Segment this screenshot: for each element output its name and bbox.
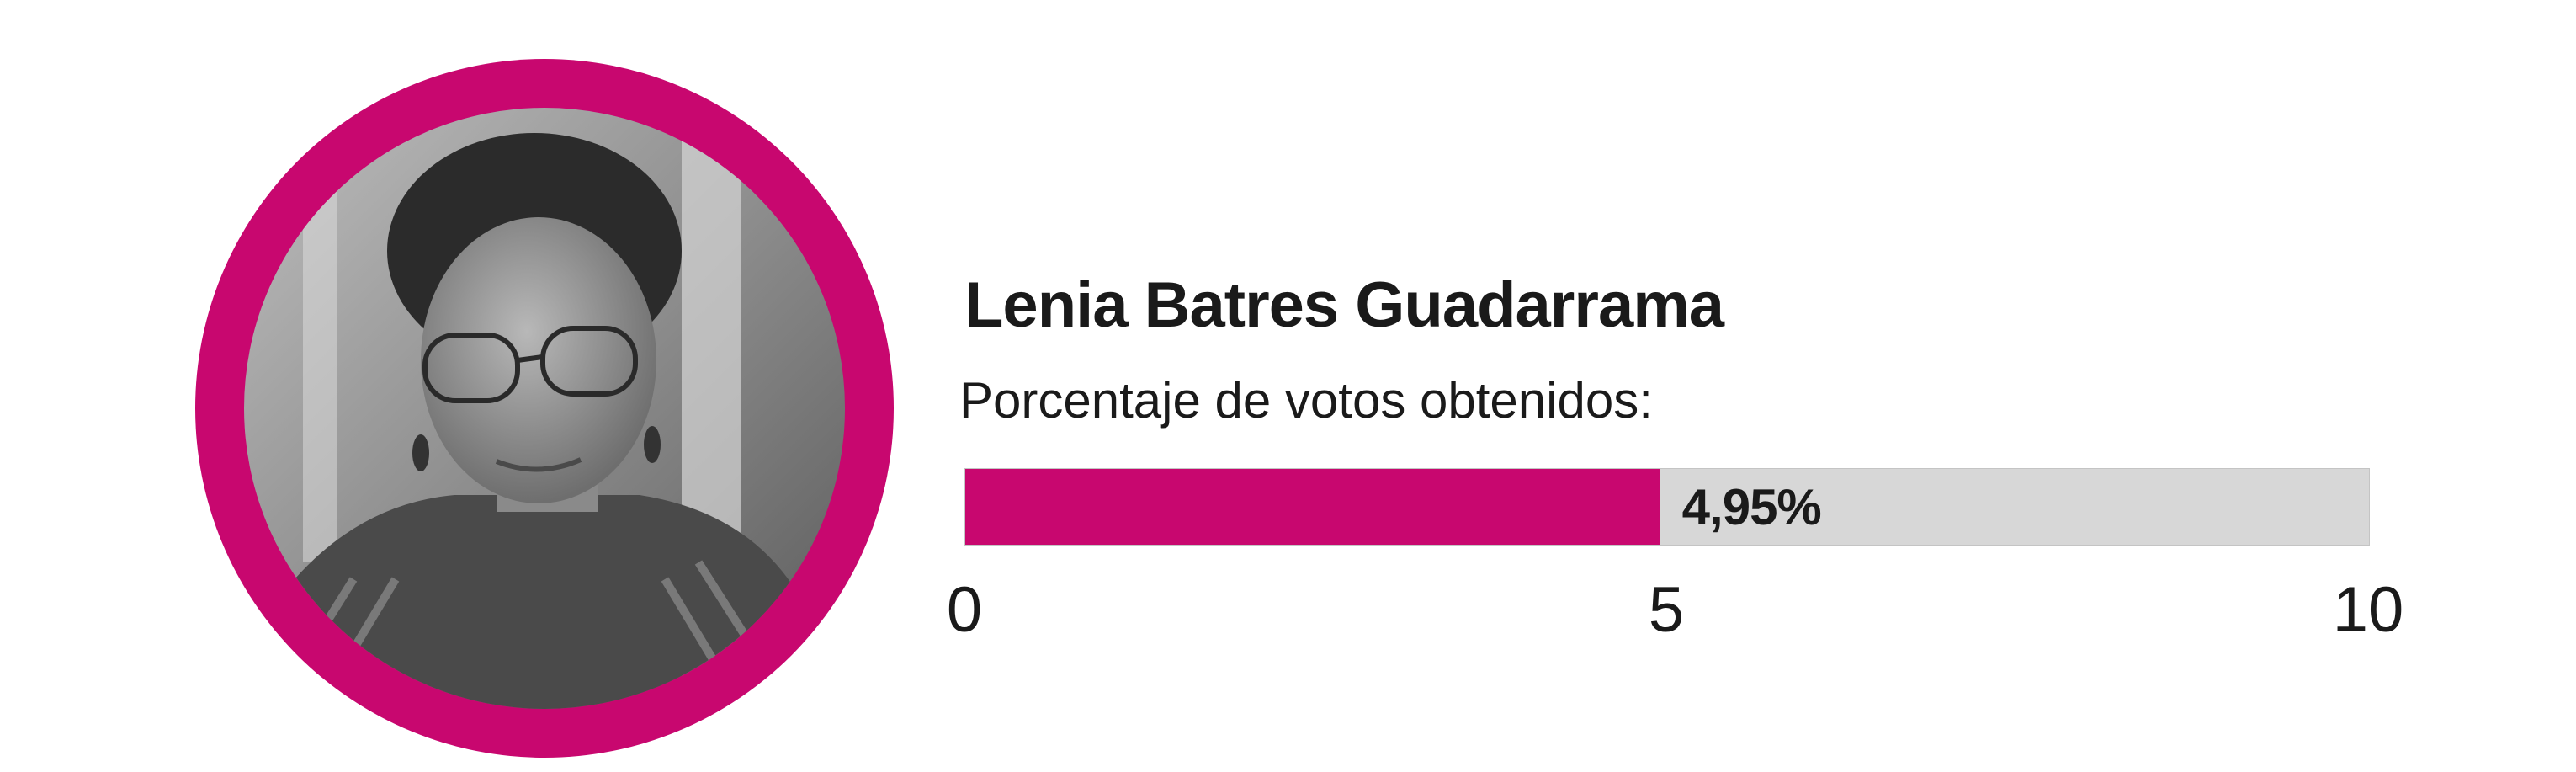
percentage-bar-fill <box>965 469 1660 545</box>
axis-tick-label: 0 <box>946 574 983 646</box>
chart-subtitle: Porcentaje de votos obtenidos: <box>959 372 1653 429</box>
axis-tick-label: 10 <box>2332 574 2404 646</box>
candidate-name: Lenia Batres Guadarrama <box>964 269 1724 341</box>
percentage-value-label: 4,95% <box>1681 479 1822 535</box>
portrait-photo-icon <box>244 108 845 709</box>
axis-tick-label: 5 <box>1648 574 1685 646</box>
axis-ticks: 0 5 10 <box>947 572 2403 648</box>
candidate-portrait <box>195 59 894 758</box>
percentage-bar-track: 4,95% <box>964 468 2370 546</box>
